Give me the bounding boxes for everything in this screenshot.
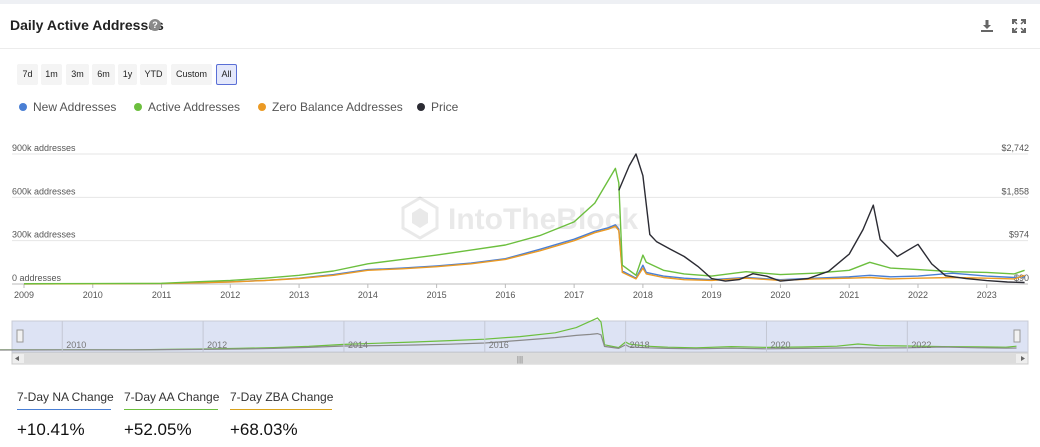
navigator-handle-right[interactable] [1013, 329, 1021, 343]
stat-label: 7-Day NA Change [17, 390, 114, 410]
navigator-series-line [0, 332, 1017, 351]
navigator-tick-label: 2010 [66, 340, 86, 350]
expand-icon[interactable] [1011, 18, 1027, 34]
y-left-tick-label: 300k addresses [12, 230, 76, 240]
stat-label: 7-Day ZBA Change [230, 390, 333, 410]
scrollbar-thumb[interactable] [24, 354, 1016, 363]
x-tick-label: 2014 [358, 290, 378, 300]
x-tick-label: 2019 [702, 290, 722, 300]
x-tick-label: 2022 [908, 290, 928, 300]
navigator-tick-label: 2012 [207, 340, 227, 350]
y-left-tick-label: 600k addresses [12, 186, 76, 196]
range-all[interactable]: All [216, 64, 237, 85]
x-tick-label: 2021 [839, 290, 859, 300]
y-right-tick-label: $974 [1009, 230, 1029, 240]
x-tick-label: 2016 [495, 290, 515, 300]
legend-label: New Addresses [33, 100, 117, 114]
stat-value: +68.03% [230, 420, 298, 439]
navigator[interactable]: 2010 2012 2014 2016 2018 2020 2022 ||| [0, 317, 1029, 365]
navigator-tick-label: 2018 [630, 340, 650, 350]
navigator-tick-label: 2022 [911, 340, 931, 350]
legend-label: Price [431, 100, 459, 114]
legend-active-addresses[interactable]: Active Addresses [134, 100, 240, 114]
legend-dot [258, 103, 266, 111]
y-left-tick-label: 900k addresses [12, 143, 76, 153]
series-line-price [618, 153, 1025, 284]
range-1m[interactable]: 1m [41, 64, 62, 85]
x-tick-label: 2010 [83, 290, 103, 300]
series-line-zero-balance-addresses [23, 225, 1025, 285]
legend-dot [19, 103, 27, 111]
x-axis: 2009 2010 2011 2012 2013 2014 2015 2016 2017 2018… [12, 283, 1028, 300]
legend-dot [417, 103, 425, 111]
scroll-right-arrow-icon[interactable] [1021, 356, 1025, 361]
range-1y[interactable]: 1y [118, 64, 137, 85]
scrollbar-grip-icon[interactable]: ||| [517, 355, 523, 364]
x-tick-label: 2012 [220, 290, 240, 300]
download-icon[interactable] [979, 18, 995, 34]
x-tick-label: 2020 [770, 290, 790, 300]
watermark: IntoTheBlock [401, 196, 638, 240]
y-axis-right: $90 $974 $1,858 $2,742 [1001, 143, 1029, 283]
stat-value: +52.05% [124, 420, 192, 439]
y-right-tick-label: $90 [1014, 273, 1029, 283]
range-custom[interactable]: Custom [171, 64, 212, 85]
x-tick-label: 2023 [977, 290, 997, 300]
x-tick-label: 2009 [14, 290, 34, 300]
navigator-tick-label: 2014 [348, 340, 368, 350]
x-tick-label: 2011 [152, 290, 171, 300]
series-line-active-addresses [23, 167, 1025, 285]
x-tick-label: 2015 [427, 290, 447, 300]
stat-na-change: 7-Day NA Change +10.41% [17, 390, 114, 440]
stat-zba-change: 7-Day ZBA Change +68.03% [230, 390, 333, 440]
legend-dot [134, 103, 142, 111]
navigator-series-line [0, 317, 1017, 351]
y-axis-left: 0 addresses 300k addresses 600k addresses 9… [12, 143, 76, 283]
x-tick-label: 2018 [633, 290, 653, 300]
x-tick-label: 2017 [564, 290, 584, 300]
legend-price[interactable]: Price [417, 100, 458, 114]
chart-header: Daily Active Addresses ? [0, 4, 1040, 49]
legend-label: Zero Balance Addresses [272, 100, 403, 114]
legend-zero-balance-addresses[interactable]: Zero Balance Addresses [258, 100, 403, 114]
range-7d[interactable]: 7d [17, 64, 38, 85]
range-ytd[interactable]: YTD [140, 64, 167, 85]
chart-plot[interactable]: IntoTheBlock 0 addresses 300k addresses 60… [0, 128, 1040, 368]
range-6m[interactable]: 6m [92, 64, 115, 85]
y-right-tick-label: $1,858 [1001, 186, 1029, 196]
help-icon[interactable]: ? [149, 19, 161, 31]
stat-aa-change: 7-Day AA Change +52.05% [124, 390, 219, 440]
legend-new-addresses[interactable]: New Addresses [19, 100, 116, 114]
chart-title: Daily Active Addresses [10, 17, 164, 33]
scroll-left-arrow-icon[interactable] [15, 356, 19, 361]
range-3m[interactable]: 3m [66, 64, 89, 85]
y-right-tick-label: $2,742 [1001, 143, 1029, 153]
navigator-tick-label: 2016 [489, 340, 509, 350]
stat-value: +10.41% [17, 420, 85, 439]
legend-label: Active Addresses [148, 100, 241, 114]
top-strip [0, 0, 1040, 4]
navigator-handle-left[interactable] [16, 329, 24, 343]
x-tick-label: 2013 [289, 290, 309, 300]
stat-label: 7-Day AA Change [124, 390, 219, 410]
y-left-tick-label: 0 addresses [12, 273, 62, 283]
navigator-tick-label: 2020 [770, 340, 790, 350]
series-lines [23, 153, 1025, 285]
watermark-text: IntoTheBlock [448, 203, 638, 236]
